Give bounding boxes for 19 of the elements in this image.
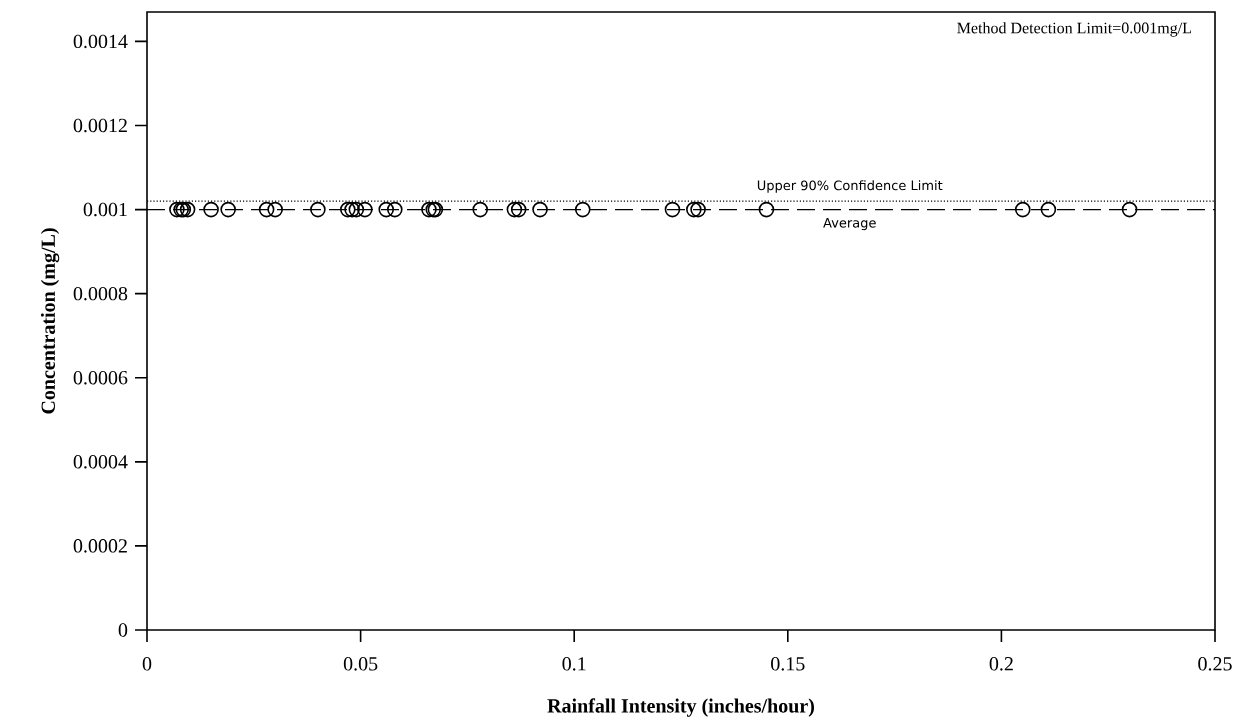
x-tick-label: 0.05 (343, 656, 378, 671)
x-tick-label: 0.2 (989, 656, 1013, 671)
y-tick-label: 0.001 (83, 202, 127, 217)
y-tick-label: 0 (118, 623, 128, 637)
x-tick-label: 0.15 (771, 656, 805, 671)
y-tick-label: 0.0014 (73, 34, 128, 48)
x-tick-label: 0 (142, 656, 152, 671)
y-axis-title: Concentration (mg/L) (40, 228, 60, 414)
x-axis-title: Rainfall Intensity (inches/hour) (547, 698, 814, 717)
y-tick-label: 0.0002 (73, 538, 127, 553)
y-tick-label: 0.0004 (73, 454, 128, 469)
x-tick-label: 0.1 (562, 656, 586, 671)
ref-line-label: Upper 90% Confidence Limit (757, 179, 943, 193)
x-tick-label: 0.25 (1198, 656, 1232, 671)
ref-line-label: Average (823, 217, 876, 230)
y-tick-label: 0.0006 (73, 370, 128, 385)
y-tick-label: 0.0012 (73, 118, 127, 133)
y-tick-label: 0.0008 (73, 286, 128, 301)
annotation: Method Detection Limit=0.001mg/L (957, 21, 1191, 37)
